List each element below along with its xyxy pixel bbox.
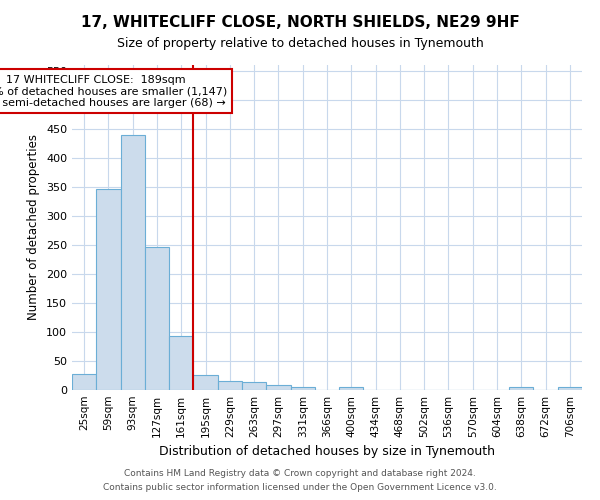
Bar [169,336,193,390]
Text: 17, WHITECLIFF CLOSE, NORTH SHIELDS, NE29 9HF: 17, WHITECLIFF CLOSE, NORTH SHIELDS, NE2… [80,15,520,30]
Bar [218,380,242,390]
Bar [339,387,364,390]
Bar [193,376,218,390]
Text: Size of property relative to detached houses in Tynemouth: Size of property relative to detached ho… [116,38,484,51]
Bar [72,374,96,390]
Bar [145,246,169,390]
Bar [242,382,266,390]
X-axis label: Distribution of detached houses by size in Tynemouth: Distribution of detached houses by size … [159,446,495,458]
Text: Contains HM Land Registry data © Crown copyright and database right 2024.: Contains HM Land Registry data © Crown c… [124,468,476,477]
Text: 17 WHITECLIFF CLOSE:  189sqm
← 94% of detached houses are smaller (1,147)
6% of : 17 WHITECLIFF CLOSE: 189sqm ← 94% of det… [0,74,227,108]
Bar [558,387,582,390]
Bar [96,188,121,390]
Text: Contains public sector information licensed under the Open Government Licence v3: Contains public sector information licen… [103,484,497,492]
Y-axis label: Number of detached properties: Number of detached properties [28,134,40,320]
Bar [121,134,145,390]
Bar [266,386,290,390]
Bar [509,387,533,390]
Bar [290,387,315,390]
